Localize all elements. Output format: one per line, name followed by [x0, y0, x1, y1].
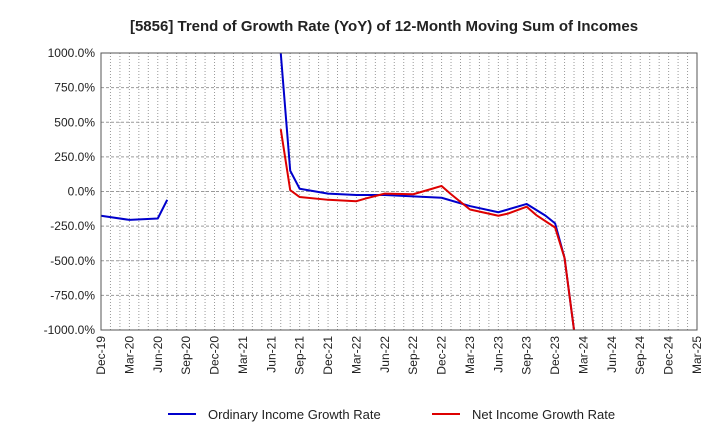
- x-tick-label: Jun-21: [264, 336, 278, 373]
- x-tick-label: Mar-23: [463, 336, 477, 374]
- x-tick-label: Mar-20: [122, 336, 136, 374]
- x-tick-label: Mar-25: [690, 336, 704, 374]
- x-tick-label: Dec-22: [435, 336, 449, 375]
- x-tick-label: Sep-24: [633, 336, 647, 375]
- series-line-2: [279, 129, 576, 331]
- x-tick-label: Jun-23: [491, 336, 505, 373]
- x-tick-label: Dec-19: [94, 336, 108, 375]
- y-tick-label: -750.0%: [50, 288, 95, 302]
- x-tick-label: Sep-20: [179, 336, 193, 375]
- x-tick-label: Mar-22: [349, 336, 363, 374]
- x-tick-label: Jun-24: [605, 336, 619, 373]
- x-tick-label: Mar-24: [576, 336, 590, 374]
- x-tick-label: Sep-22: [406, 336, 420, 375]
- y-tick-label: 250.0%: [54, 150, 95, 164]
- legend-label: Ordinary Income Growth Rate: [208, 407, 381, 422]
- x-tick-label: Mar-21: [236, 336, 250, 374]
- y-tick-label: 0.0%: [68, 185, 96, 199]
- y-tick-label: -1000.0%: [44, 323, 96, 337]
- x-tick-label: Dec-21: [321, 336, 335, 375]
- legend-label: Net Income Growth Rate: [472, 407, 615, 422]
- x-axis: Dec-19 Mar-20 Jun-20 Sep-20 Dec-20 Mar-21 Jun-…: [94, 336, 704, 375]
- x-tick-label: Jun-22: [378, 336, 392, 373]
- series-layer: [100, 52, 576, 331]
- series-line-1: [100, 52, 576, 331]
- legend: Ordinary Income Growth Rate Net Income Gr…: [168, 407, 615, 422]
- plot-frame: [100, 52, 698, 331]
- y-tick-label: 1000.0%: [48, 46, 96, 60]
- x-tick-label: Dec-23: [548, 336, 562, 375]
- y-tick-label: -500.0%: [50, 254, 95, 268]
- x-tick-label: Dec-24: [662, 336, 676, 375]
- y-axis: 1000.0% 750.0% 500.0% 250.0% 0.0% -250.0% -500…: [44, 46, 96, 337]
- y-tick-label: -250.0%: [50, 219, 95, 233]
- x-tick-label: Dec-20: [208, 336, 222, 375]
- x-tick-label: Sep-21: [293, 336, 307, 375]
- y-tick-label: 500.0%: [54, 115, 95, 129]
- y-tick-label: 750.0%: [54, 81, 95, 95]
- chart-title: [5856] Trend of Growth Rate (YoY) of 12-…: [130, 18, 638, 35]
- x-tick-label: Jun-20: [151, 336, 165, 373]
- x-tick-label: Sep-23: [520, 336, 534, 375]
